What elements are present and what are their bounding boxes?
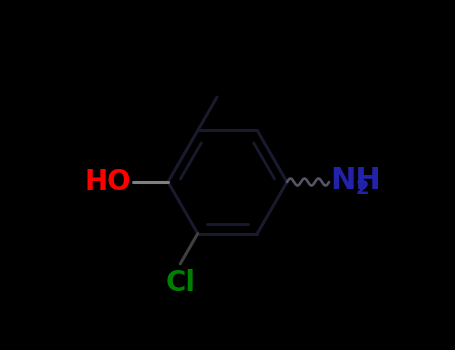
Text: NH: NH xyxy=(330,166,381,195)
Text: HO: HO xyxy=(85,168,131,196)
Text: Cl: Cl xyxy=(165,269,195,297)
Text: 2: 2 xyxy=(356,179,369,198)
